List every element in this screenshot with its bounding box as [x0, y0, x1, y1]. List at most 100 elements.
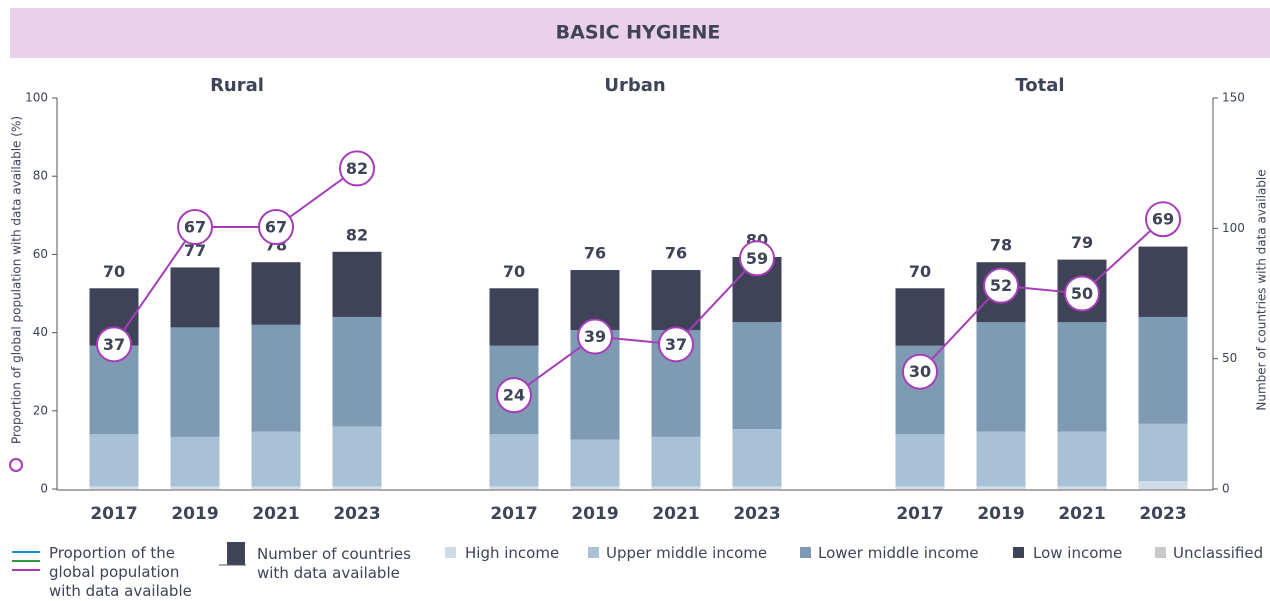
- proportion-marker: [339, 150, 375, 187]
- x-tick-label: 2019: [171, 504, 218, 524]
- bar-segment: [732, 322, 782, 430]
- bar-segment: [976, 431, 1026, 487]
- bar-segment: [332, 486, 382, 489]
- proportion-label: 24: [503, 386, 525, 405]
- proportion-label: 39: [584, 327, 606, 346]
- legend-bar-icon: [227, 542, 245, 565]
- total-label: 82: [346, 225, 368, 244]
- bar-segment: [170, 486, 220, 489]
- x-tick-label: 2021: [252, 504, 299, 524]
- proportion-marker: [96, 326, 132, 363]
- proportion-marker: [983, 267, 1019, 304]
- chart-title: BASIC HYGIENE: [556, 22, 721, 44]
- legend-swatch: [588, 547, 599, 558]
- bar-segment: [651, 436, 701, 487]
- bar-segment: [251, 431, 301, 487]
- proportion-label: 30: [909, 362, 931, 381]
- legend-label: Lower middle income: [818, 544, 979, 562]
- proportion-label: 52: [990, 276, 1012, 295]
- legend-label: Unclassified: [1173, 544, 1264, 562]
- proportion-marker: [177, 209, 213, 246]
- bar-segment: [651, 486, 701, 489]
- total-label: 78: [990, 236, 1012, 255]
- x-tick-label: 2021: [1058, 504, 1105, 524]
- x-tick-label: 2017: [90, 504, 137, 524]
- legend-swatch: [1155, 547, 1166, 558]
- bar-segment: [976, 486, 1026, 489]
- bar-segment: [895, 288, 945, 346]
- bar-segment: [170, 327, 220, 437]
- y-tick-label: 80: [33, 169, 48, 183]
- x-tick-label: 2023: [333, 504, 380, 524]
- total-label: 70: [503, 262, 525, 281]
- bar-segment: [332, 316, 382, 427]
- proportion-label: 69: [1152, 210, 1174, 229]
- proportion-label: 37: [103, 335, 125, 354]
- proportion-label: 37: [665, 335, 687, 354]
- bar-segment: [251, 486, 301, 489]
- bar-segment: [89, 486, 139, 489]
- bar-segment: [170, 267, 220, 328]
- y-tick-label: 40: [33, 325, 48, 339]
- bar-segment: [251, 262, 301, 325]
- legend-label: Low income: [1033, 544, 1123, 562]
- x-tick-label: 2021: [652, 504, 699, 524]
- bar-segment: [570, 439, 620, 487]
- proportion-marker: [1145, 201, 1181, 238]
- bar-segment: [1057, 322, 1107, 432]
- bar-segment: [732, 429, 782, 487]
- total-label: 76: [584, 244, 606, 263]
- bar-segment: [1138, 246, 1188, 317]
- bar-segment: [976, 322, 1026, 432]
- bar-segment: [89, 434, 139, 487]
- bar-segment: [895, 434, 945, 487]
- title-band: [10, 8, 1270, 58]
- legend-label: Number of countries with data available: [257, 545, 411, 582]
- proportion-marker: [902, 353, 938, 390]
- legend-label: Proportion of the global population with…: [49, 544, 192, 600]
- total-label: 70: [103, 262, 125, 281]
- panel-title: Urban: [604, 75, 665, 96]
- proportion-marker: [258, 209, 294, 246]
- bar-segment: [332, 251, 382, 317]
- total-label: 77: [184, 241, 206, 260]
- x-tick-label: 2017: [896, 504, 943, 524]
- legend-swatch: [1013, 547, 1024, 558]
- proportion-marker: [577, 318, 613, 355]
- proportion-label: 67: [184, 218, 206, 237]
- proportion-label: 59: [746, 249, 768, 268]
- legend-swatch: [800, 547, 811, 558]
- bar-segment: [895, 486, 945, 489]
- bar-segment: [1138, 423, 1188, 482]
- proportion-marker: [496, 377, 532, 414]
- bar-segment: [251, 324, 301, 432]
- y-label-marker: [9, 458, 23, 472]
- proportion-marker: [1064, 275, 1100, 312]
- x-tick-label: 2019: [571, 504, 618, 524]
- y2-axis-label: Number of countries with data available: [1255, 169, 1269, 410]
- legend-label: High income: [465, 544, 560, 562]
- legend-label: Upper middle income: [606, 544, 768, 562]
- total-label: 76: [665, 244, 687, 263]
- bar-segment: [1138, 316, 1188, 424]
- x-tick-label: 2023: [733, 504, 780, 524]
- y-tick-label: 100: [25, 91, 48, 105]
- proportion-marker: [658, 326, 694, 363]
- legend-swatch: [445, 547, 456, 558]
- y2-tick-label: 100: [1222, 221, 1245, 235]
- proportion-line: [513, 257, 758, 396]
- proportion-line: [113, 167, 358, 345]
- y2-tick-label: 150: [1222, 91, 1245, 105]
- panel-title: Total: [1015, 75, 1064, 96]
- proportion-label: 82: [346, 159, 368, 178]
- panel-title: Rural: [210, 75, 264, 96]
- y-axis-label: Proportion of global population with dat…: [10, 116, 24, 444]
- bar-segment: [570, 486, 620, 489]
- total-label: 79: [1071, 233, 1093, 252]
- proportion-label: 67: [265, 218, 287, 237]
- bar-segment: [489, 434, 539, 487]
- y2-tick-label: 50: [1222, 351, 1237, 365]
- y2-tick-label: 0: [1222, 482, 1230, 496]
- y-tick-label: 20: [33, 403, 48, 417]
